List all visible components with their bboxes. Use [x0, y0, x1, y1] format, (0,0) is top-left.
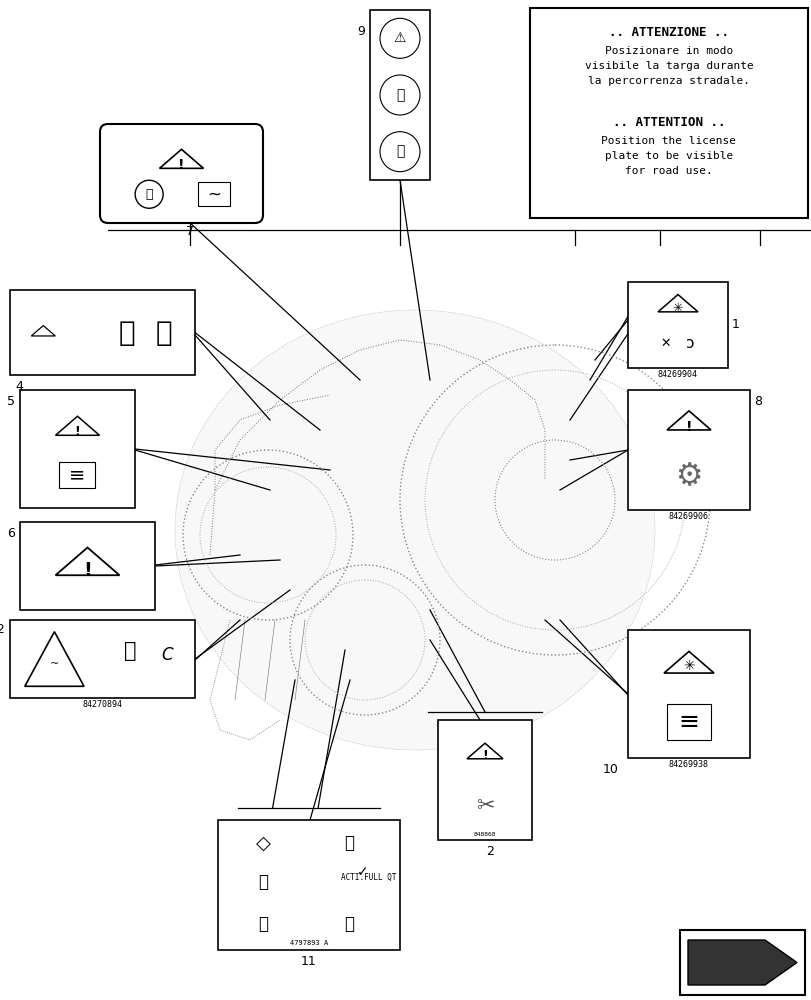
- Bar: [217, 820, 400, 950]
- Ellipse shape: [175, 310, 654, 750]
- Text: 🥾: 🥾: [395, 145, 404, 159]
- Text: !: !: [685, 420, 692, 434]
- Text: ✋: ✋: [395, 88, 404, 102]
- Text: !: !: [75, 425, 80, 438]
- FancyBboxPatch shape: [100, 124, 263, 223]
- Text: 848868: 848868: [473, 832, 496, 837]
- Text: ◇: ◇: [255, 834, 271, 853]
- Bar: [627, 282, 727, 368]
- Text: 📋: 📋: [344, 834, 354, 852]
- Text: 84269906: 84269906: [668, 512, 708, 521]
- Bar: [627, 630, 749, 758]
- Text: 2: 2: [486, 845, 493, 858]
- Text: .. ATTENTION ..: .. ATTENTION ..: [612, 116, 724, 129]
- Text: 84269938: 84269938: [668, 760, 708, 769]
- Text: 1: 1: [731, 318, 739, 332]
- Text: !: !: [482, 749, 487, 762]
- Text: 🧍: 🧍: [118, 318, 135, 347]
- Text: 84269904: 84269904: [657, 370, 697, 379]
- Polygon shape: [687, 940, 796, 985]
- Text: Position the license
plate to be visible
for road use.: Position the license plate to be visible…: [601, 136, 736, 176]
- Text: ≡: ≡: [69, 465, 86, 484]
- Bar: [20, 522, 155, 610]
- Bar: [530, 8, 807, 218]
- Text: C: C: [161, 646, 173, 664]
- Bar: [666, 704, 710, 740]
- Text: ACTI.FULL QT: ACTI.FULL QT: [341, 873, 396, 882]
- Text: Ⓞ: Ⓞ: [145, 188, 152, 201]
- Text: ✕: ✕: [660, 337, 671, 350]
- Text: ≡: ≡: [678, 710, 698, 734]
- Text: 9: 9: [357, 25, 365, 38]
- Text: !: !: [83, 562, 92, 580]
- Text: 84270894: 84270894: [83, 700, 122, 709]
- Text: ↄ: ↄ: [685, 336, 693, 351]
- Text: 🧍: 🧍: [155, 318, 172, 347]
- Text: 6: 6: [7, 527, 15, 540]
- Text: 7: 7: [186, 225, 194, 238]
- Bar: [10, 620, 195, 698]
- Text: 4797893 A: 4797893 A: [290, 940, 328, 946]
- Text: 🚶: 🚶: [124, 641, 136, 661]
- Bar: [198, 182, 230, 206]
- Text: 12: 12: [0, 623, 5, 636]
- Text: Ⓒ: Ⓒ: [258, 873, 268, 891]
- Bar: [627, 390, 749, 510]
- Text: ✂: ✂: [475, 796, 494, 816]
- Text: ⚠: ⚠: [393, 31, 406, 45]
- Text: .. ATTENZIONE ..: .. ATTENZIONE ..: [608, 26, 728, 39]
- Bar: [679, 930, 804, 995]
- Text: ✳: ✳: [672, 302, 682, 315]
- Bar: [370, 10, 430, 180]
- Bar: [437, 720, 531, 840]
- Text: 8: 8: [753, 395, 761, 408]
- Text: 4: 4: [15, 380, 23, 393]
- Text: 5: 5: [7, 395, 15, 408]
- Text: ✓: ✓: [357, 865, 368, 879]
- Bar: [20, 390, 135, 508]
- Text: 🧴: 🧴: [258, 915, 268, 933]
- Bar: [10, 290, 195, 375]
- Text: Posizionare in modo
visibile la targa durante
la percorrenza stradale.: Posizionare in modo visibile la targa du…: [584, 46, 753, 86]
- Text: ~: ~: [207, 185, 221, 203]
- Text: ✳: ✳: [682, 659, 694, 673]
- Bar: [59, 462, 96, 488]
- Text: ⚙: ⚙: [675, 462, 702, 491]
- Text: !: !: [178, 158, 185, 172]
- Text: 🧴: 🧴: [344, 915, 354, 933]
- Text: 10: 10: [603, 763, 618, 776]
- Text: ~: ~: [49, 659, 59, 669]
- Text: 11: 11: [301, 955, 316, 968]
